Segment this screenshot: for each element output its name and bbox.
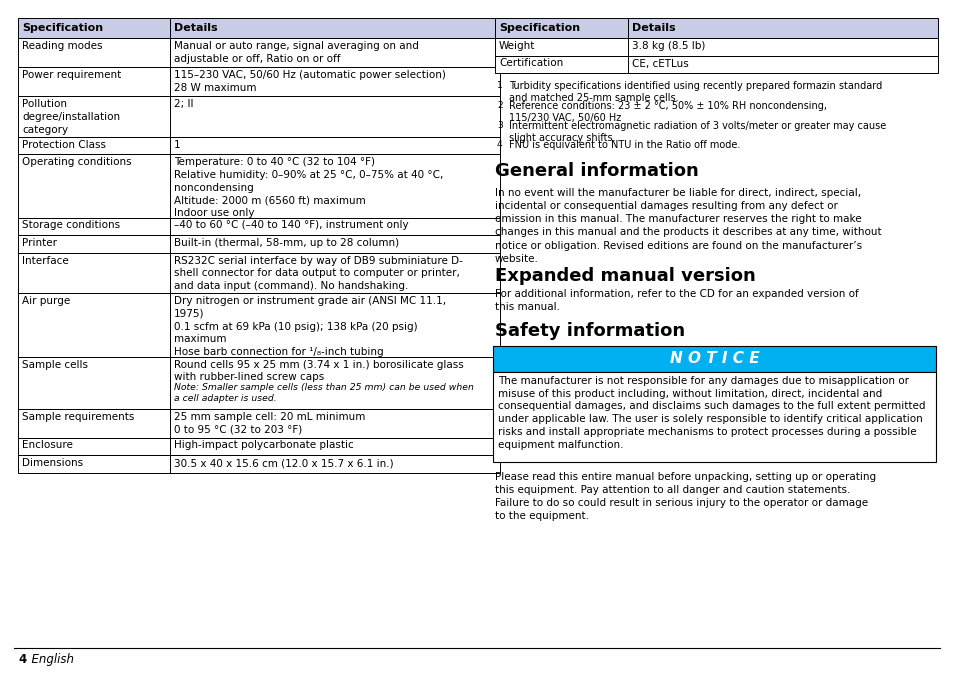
Text: 115–230 VAC, 50/60 Hz (automatic power selection)
28 W maximum: 115–230 VAC, 50/60 Hz (automatic power s… xyxy=(173,70,445,93)
Bar xyxy=(493,346,935,371)
Text: 30.5 x 40 x 15.6 cm (12.0 x 15.7 x 6.1 in.): 30.5 x 40 x 15.6 cm (12.0 x 15.7 x 6.1 i… xyxy=(173,458,394,468)
Text: Printer: Printer xyxy=(22,238,57,248)
Text: 1: 1 xyxy=(497,81,502,90)
Text: Intermittent electromagnetic radiation of 3 volts/meter or greater may cause
sli: Intermittent electromagnetic radiation o… xyxy=(509,120,885,143)
Text: 4: 4 xyxy=(18,653,27,666)
Text: Note: Smaller sample cells (less than 25 mm) can be used when
a cell adapter is : Note: Smaller sample cells (less than 25… xyxy=(173,382,474,402)
Text: Turbidity specifications identified using recently prepared formazin standard
an: Turbidity specifications identified usin… xyxy=(509,81,882,104)
Text: Reading modes: Reading modes xyxy=(22,41,102,51)
Bar xyxy=(495,55,937,73)
Bar xyxy=(18,38,499,67)
Bar xyxy=(18,137,499,154)
Text: Built-in (thermal, 58-mm, up to 28 column): Built-in (thermal, 58-mm, up to 28 colum… xyxy=(173,238,398,248)
Text: FNU is equivalent to NTU in the Ratio off mode.: FNU is equivalent to NTU in the Ratio of… xyxy=(509,141,740,150)
Text: CE, cETLus: CE, cETLus xyxy=(631,59,688,69)
Text: Expanded manual version: Expanded manual version xyxy=(495,267,755,285)
Text: General information: General information xyxy=(495,162,698,180)
Bar xyxy=(18,409,499,437)
Text: High-impact polycarbonate plastic: High-impact polycarbonate plastic xyxy=(173,441,354,450)
Text: Interface: Interface xyxy=(22,256,69,266)
Text: Certification: Certification xyxy=(498,59,562,69)
Bar xyxy=(495,18,937,38)
Text: Sample requirements: Sample requirements xyxy=(22,411,134,421)
Text: 2: 2 xyxy=(497,101,502,110)
Bar xyxy=(18,217,499,235)
Text: N O T I C E: N O T I C E xyxy=(669,351,759,366)
Text: 4: 4 xyxy=(497,141,502,149)
Text: Dry nitrogen or instrument grade air (ANSI MC 11.1,
1975)
0.1 scfm at 69 kPa (10: Dry nitrogen or instrument grade air (AN… xyxy=(173,296,446,357)
Text: Round cells 95 x 25 mm (3.74 x 1 in.) borosilicate glass
with rubber-lined screw: Round cells 95 x 25 mm (3.74 x 1 in.) bo… xyxy=(173,359,463,382)
Text: Please read this entire manual before unpacking, setting up or operating
this eq: Please read this entire manual before un… xyxy=(495,472,875,522)
Text: Sample cells: Sample cells xyxy=(22,359,88,369)
Text: 3: 3 xyxy=(497,120,502,130)
Bar xyxy=(18,18,499,38)
Text: Protection Class: Protection Class xyxy=(22,139,106,149)
Text: Specification: Specification xyxy=(498,23,579,33)
Text: English: English xyxy=(24,653,74,666)
Text: Manual or auto range, signal averaging on and
adjustable or off, Ratio on or off: Manual or auto range, signal averaging o… xyxy=(173,41,418,64)
Text: Details: Details xyxy=(631,23,675,33)
Bar xyxy=(18,235,499,252)
Text: The manufacturer is not responsible for any damages due to misapplication or
mis: The manufacturer is not responsible for … xyxy=(497,376,924,450)
Bar xyxy=(493,371,935,462)
Text: Enclosure: Enclosure xyxy=(22,441,72,450)
Text: Pollution
degree/installation
category: Pollution degree/installation category xyxy=(22,99,120,135)
Text: 25 mm sample cell: 20 mL minimum
0 to 95 °C (32 to 203 °F): 25 mm sample cell: 20 mL minimum 0 to 95… xyxy=(173,411,365,434)
Text: 2; II: 2; II xyxy=(173,99,193,109)
Bar xyxy=(18,67,499,96)
Text: Reference conditions: 23 ± 2 °C, 50% ± 10% RH noncondensing,
115/230 VAC, 50/60 : Reference conditions: 23 ± 2 °C, 50% ± 1… xyxy=(509,101,826,123)
Text: In no event will the manufacturer be liable for direct, indirect, special,
incid: In no event will the manufacturer be lia… xyxy=(495,188,881,264)
Text: Safety information: Safety information xyxy=(495,322,684,340)
Bar xyxy=(18,252,499,293)
Text: Temperature: 0 to 40 °C (32 to 104 °F)
Relative humidity: 0–90% at 25 °C, 0–75% : Temperature: 0 to 40 °C (32 to 104 °F) R… xyxy=(173,157,443,218)
Text: 3.8 kg (8.5 lb): 3.8 kg (8.5 lb) xyxy=(631,41,704,51)
Text: Power requirement: Power requirement xyxy=(22,70,121,80)
Bar xyxy=(18,357,499,409)
Text: 1: 1 xyxy=(173,139,180,149)
Text: Details: Details xyxy=(173,23,217,33)
Text: Dimensions: Dimensions xyxy=(22,458,83,468)
Bar xyxy=(495,38,937,55)
Bar xyxy=(18,455,499,472)
Text: Weight: Weight xyxy=(498,41,535,51)
Text: Air purge: Air purge xyxy=(22,296,71,306)
Bar xyxy=(18,154,499,217)
Text: Specification: Specification xyxy=(22,23,103,33)
Text: Storage conditions: Storage conditions xyxy=(22,221,120,230)
Bar xyxy=(18,437,499,455)
Bar xyxy=(18,96,499,137)
Bar xyxy=(18,293,499,357)
Text: For additional information, refer to the CD for an expanded version of
this manu: For additional information, refer to the… xyxy=(495,289,858,312)
Text: RS232C serial interface by way of DB9 subminiature D-
shell connector for data o: RS232C serial interface by way of DB9 su… xyxy=(173,256,462,291)
Text: Operating conditions: Operating conditions xyxy=(22,157,132,167)
Text: –40 to 60 °C (–40 to 140 °F), instrument only: –40 to 60 °C (–40 to 140 °F), instrument… xyxy=(173,221,408,230)
